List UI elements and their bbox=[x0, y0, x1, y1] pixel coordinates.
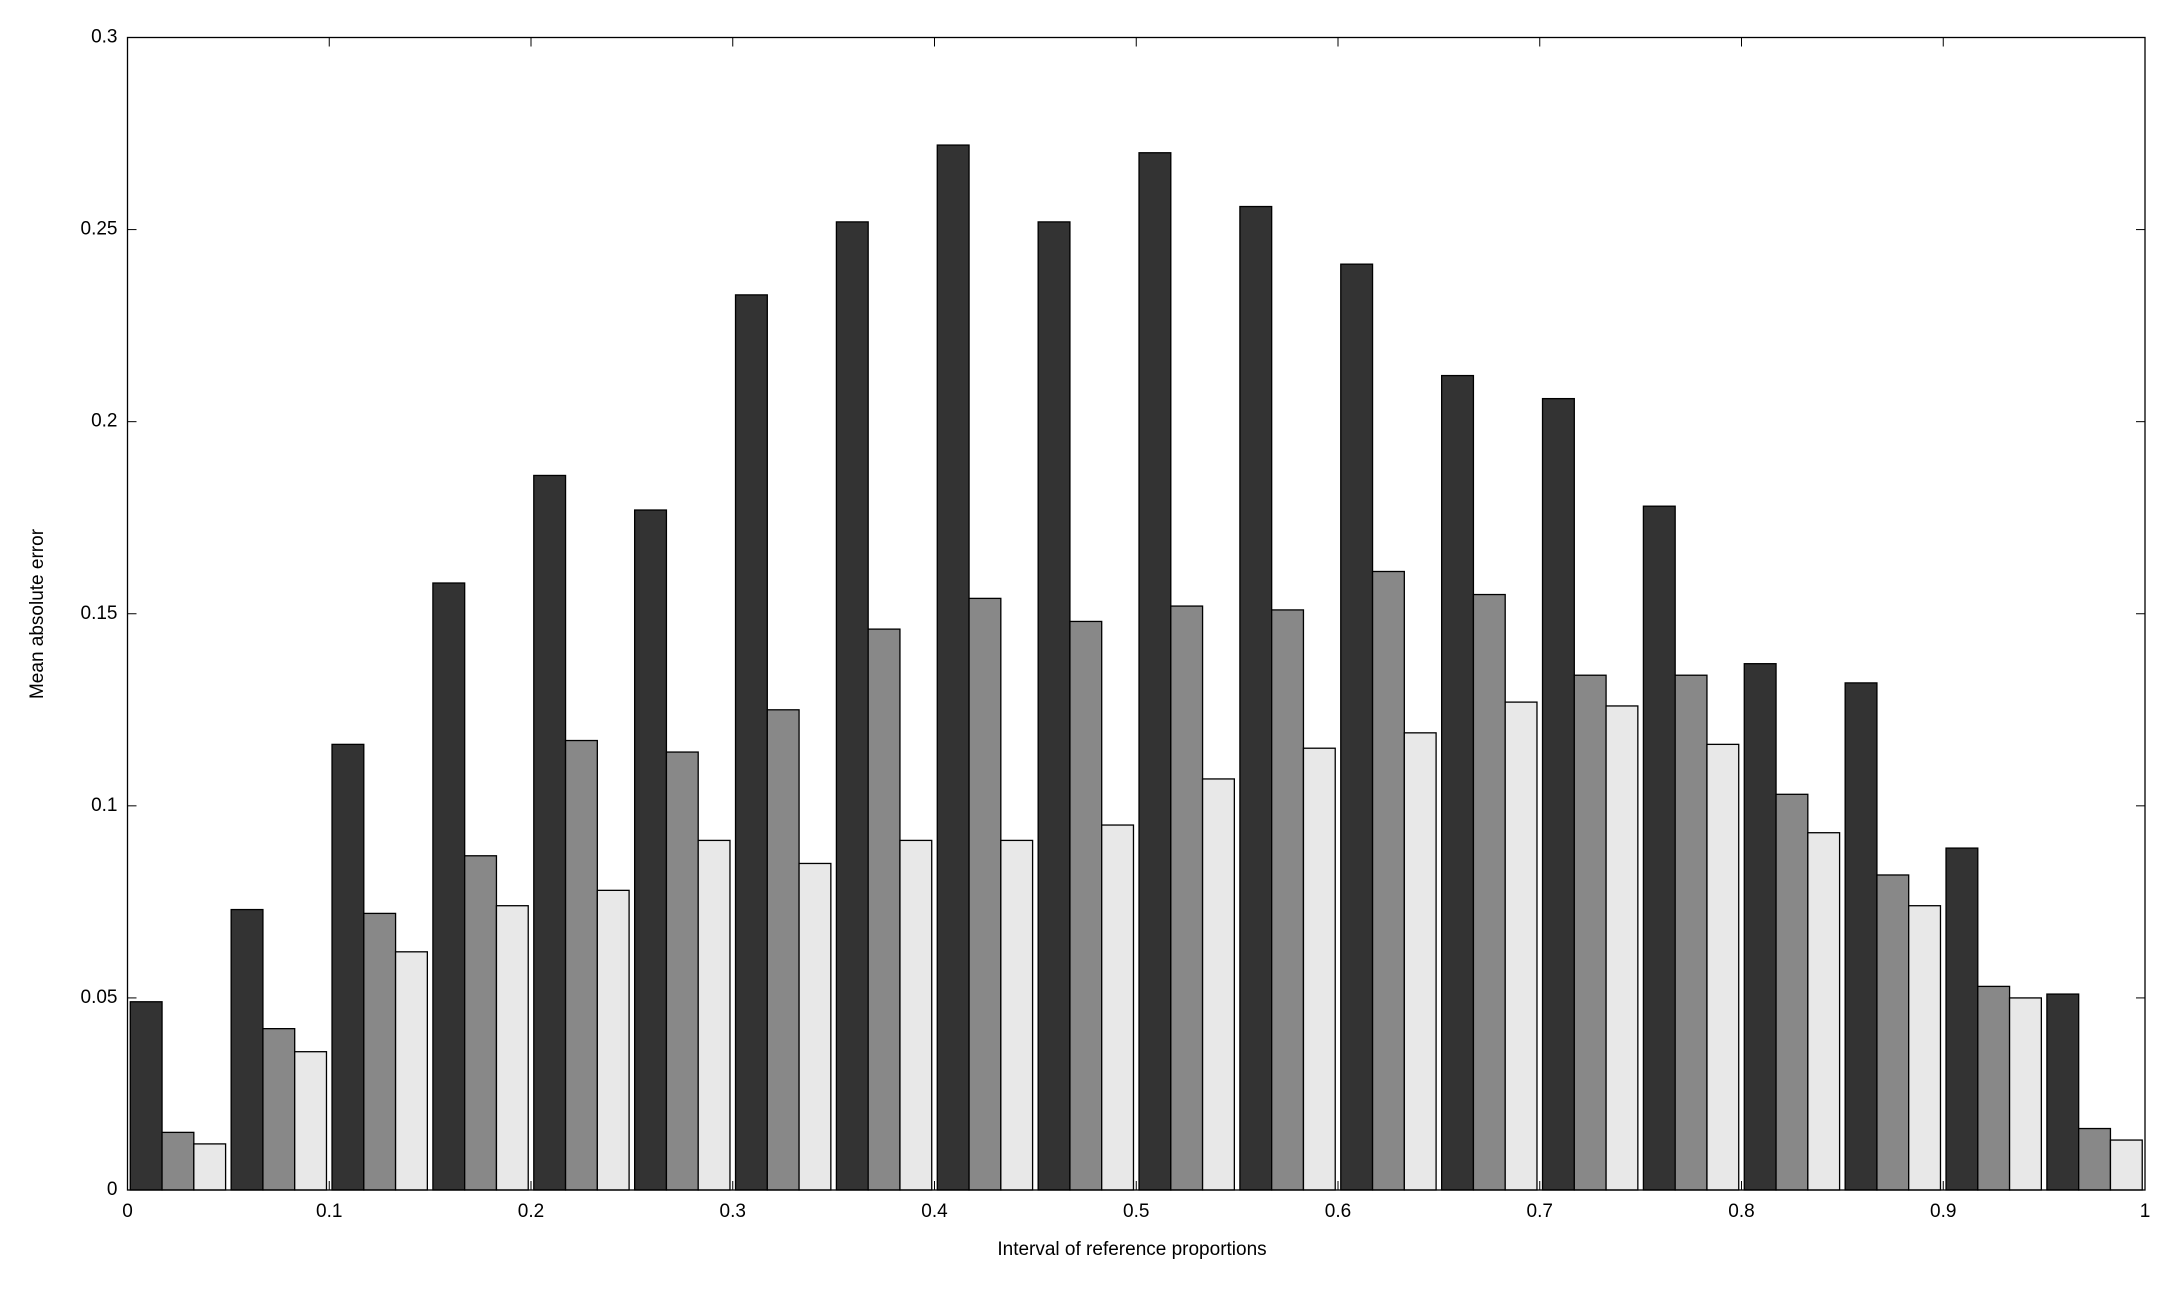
bar bbox=[1642, 505, 1676, 1191]
bar bbox=[1674, 674, 1708, 1191]
bar bbox=[262, 1028, 296, 1191]
bar bbox=[1775, 793, 1809, 1191]
bar bbox=[1440, 374, 1475, 1191]
x-tick-label: 0.5 bbox=[1123, 1201, 1149, 1222]
y-tick-label: 0.05 bbox=[81, 987, 118, 1008]
bar bbox=[1371, 570, 1405, 1191]
bar bbox=[363, 912, 397, 1191]
x-tick-label: 0.2 bbox=[518, 1201, 544, 1222]
bar bbox=[2078, 1127, 2112, 1191]
y-axis-label: Mean absolute error bbox=[27, 528, 48, 699]
bar bbox=[394, 951, 429, 1191]
x-tick-label: 0.9 bbox=[1930, 1201, 1956, 1222]
bar bbox=[1573, 674, 1607, 1191]
x-tick-label: 0.4 bbox=[921, 1201, 948, 1222]
bar bbox=[1201, 778, 1236, 1191]
bar bbox=[2046, 993, 2080, 1191]
bar bbox=[294, 1051, 328, 1191]
bar bbox=[766, 709, 800, 1191]
bar bbox=[230, 908, 264, 1191]
bar bbox=[331, 743, 365, 1191]
x-tick-label: 0.8 bbox=[1728, 1201, 1754, 1222]
bar bbox=[867, 628, 901, 1191]
bar bbox=[968, 597, 1002, 1191]
x-tick-label: 1 bbox=[2140, 1201, 2151, 1222]
bar bbox=[1945, 847, 1979, 1191]
bar bbox=[193, 1143, 227, 1191]
bar bbox=[1977, 985, 2011, 1191]
bar bbox=[798, 862, 832, 1191]
x-tick-label: 0.1 bbox=[316, 1201, 342, 1222]
bar bbox=[734, 294, 768, 1191]
x-tick-label: 0.3 bbox=[720, 1201, 746, 1222]
y-tick-label: 0.3 bbox=[91, 27, 117, 48]
bar bbox=[1138, 152, 1172, 1191]
bar bbox=[1541, 397, 1575, 1191]
y-tick-label: 0.15 bbox=[81, 603, 118, 624]
bar bbox=[2008, 997, 2043, 1191]
x-tick-label: 0 bbox=[122, 1201, 133, 1222]
bar bbox=[464, 855, 498, 1191]
bar bbox=[835, 221, 869, 1191]
bar bbox=[1101, 824, 1135, 1191]
bar bbox=[1340, 263, 1374, 1191]
bar bbox=[495, 905, 529, 1191]
bar bbox=[432, 582, 466, 1191]
y-tick-label: 0.1 bbox=[91, 795, 117, 816]
bar bbox=[533, 474, 567, 1191]
y-tick-label: 0.2 bbox=[91, 411, 117, 432]
bar bbox=[899, 839, 933, 1191]
bar bbox=[936, 144, 970, 1191]
bar bbox=[1170, 605, 1204, 1191]
bar bbox=[697, 839, 731, 1191]
bar bbox=[1302, 747, 1336, 1191]
bar bbox=[1000, 839, 1034, 1191]
bar bbox=[665, 751, 699, 1191]
bar bbox=[1037, 221, 1071, 1191]
bar bbox=[1876, 874, 1910, 1191]
bar bbox=[1504, 701, 1538, 1191]
bar bbox=[1844, 682, 1878, 1191]
bar bbox=[1743, 663, 1777, 1191]
bar bbox=[129, 1001, 163, 1191]
y-tick-label: 0.25 bbox=[81, 219, 118, 240]
x-axis-label: Interval of reference proportions bbox=[997, 1239, 1266, 1260]
bar bbox=[2109, 1139, 2143, 1191]
bar bbox=[1271, 609, 1305, 1191]
bar bbox=[633, 509, 668, 1191]
x-tick-label: 0.7 bbox=[1527, 1201, 1553, 1222]
bar bbox=[1908, 905, 1942, 1191]
bar bbox=[1403, 732, 1437, 1191]
bar bbox=[161, 1131, 195, 1191]
bar bbox=[1807, 832, 1841, 1191]
bar bbox=[1239, 205, 1273, 1191]
bar bbox=[1605, 705, 1639, 1191]
bar bbox=[1069, 620, 1103, 1191]
bar bbox=[564, 739, 598, 1191]
plot-frame bbox=[126, 36, 2146, 1191]
y-tick-label: 0 bbox=[107, 1179, 118, 1200]
x-tick-label: 0.6 bbox=[1325, 1201, 1351, 1222]
bar bbox=[1472, 593, 1506, 1191]
bar bbox=[1706, 743, 1740, 1191]
bar bbox=[596, 889, 630, 1191]
